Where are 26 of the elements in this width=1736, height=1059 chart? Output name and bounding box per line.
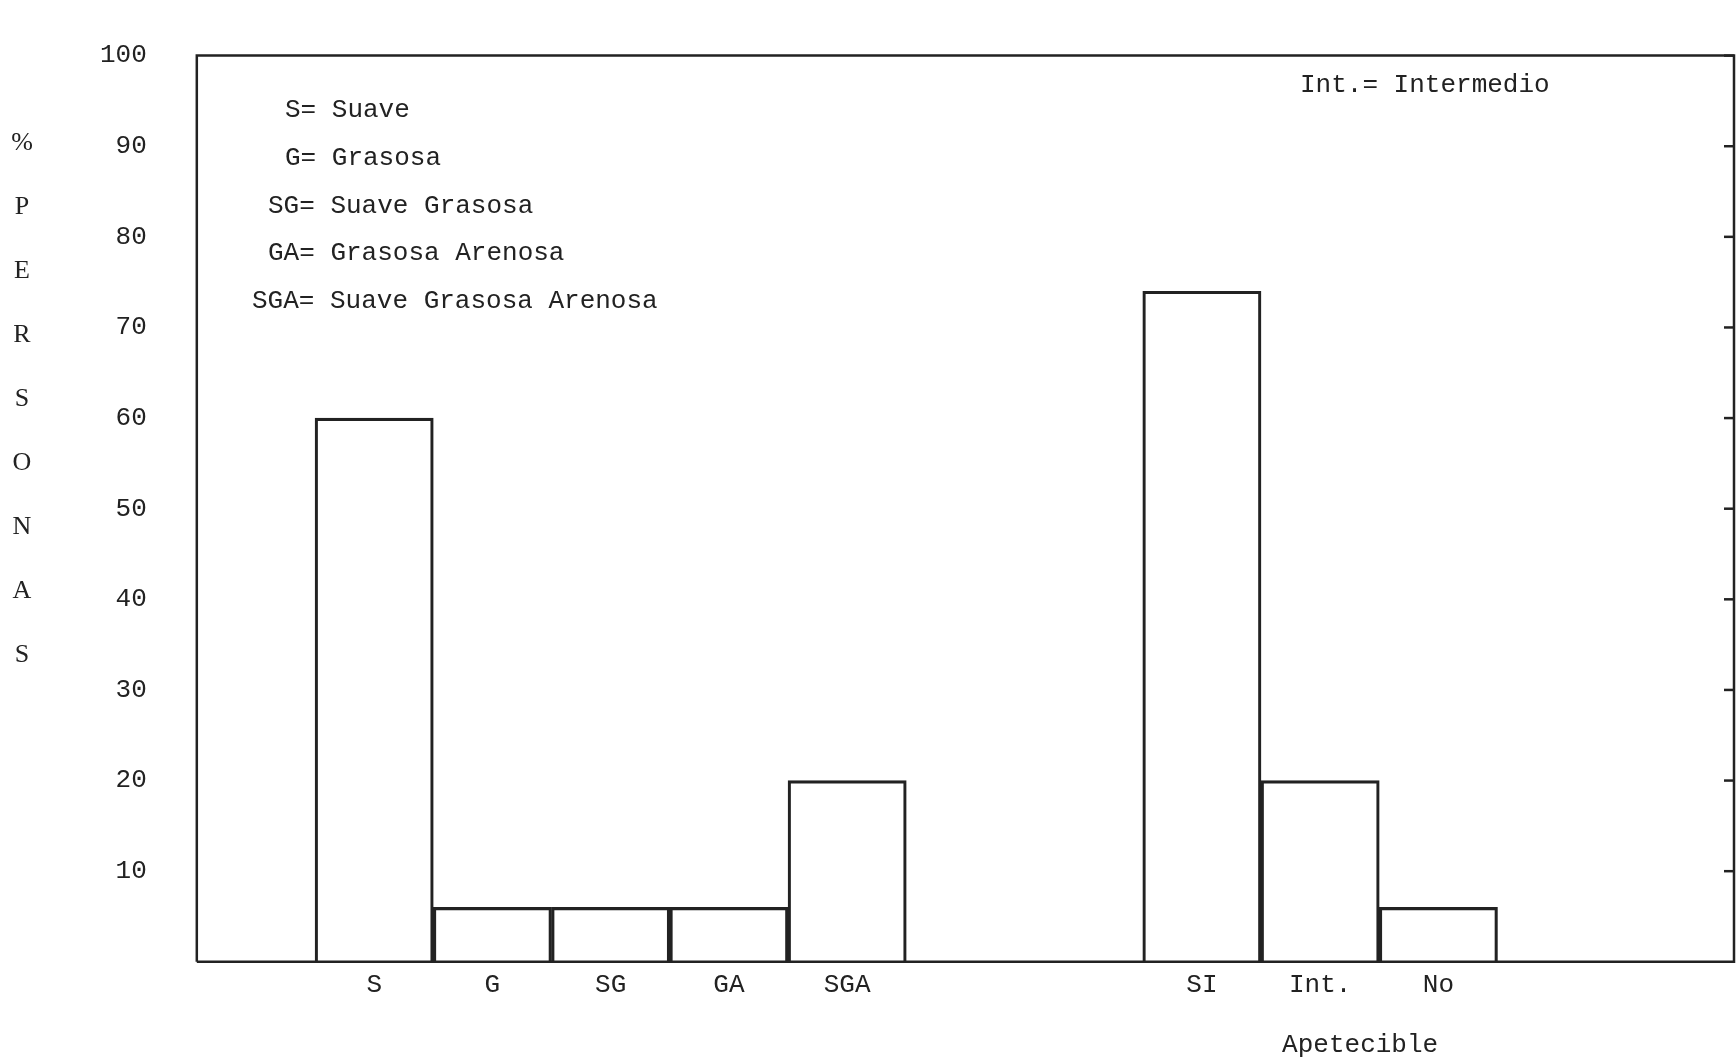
y-tick-label: 20 bbox=[115, 765, 147, 796]
y-tick-label: 30 bbox=[115, 674, 147, 705]
annotation: Int.= Intermedio bbox=[1300, 70, 1550, 100]
x-tick-label: GA bbox=[713, 970, 745, 1001]
y-tick-label: 90 bbox=[115, 131, 147, 162]
annotation: SGA= Suave Grasosa Arenosa bbox=[252, 286, 658, 316]
annotation: SG= Suave Grasosa bbox=[268, 191, 534, 221]
x-tick-label: S bbox=[366, 970, 382, 1001]
x-tick-label: SI bbox=[1186, 970, 1218, 1001]
x-tick-label: G bbox=[484, 970, 501, 1001]
x-tick-label: SG bbox=[595, 970, 627, 1001]
annotation: G= Grasosa bbox=[285, 143, 442, 173]
y-tick-label: 100 bbox=[100, 40, 147, 71]
annotation: GA= Grasosa Arenosa bbox=[268, 238, 565, 268]
y-tick-label: 70 bbox=[115, 312, 147, 343]
x-tick-label: Int. bbox=[1288, 970, 1352, 1001]
y-tick-label: 80 bbox=[115, 221, 147, 252]
x-axis-title: Apetecible bbox=[1282, 1030, 1439, 1059]
annotation: S= Suave bbox=[285, 95, 410, 125]
y-tick-label: 60 bbox=[115, 402, 147, 433]
y-tick-label: 40 bbox=[115, 584, 147, 615]
x-tick-label: SGA bbox=[823, 970, 871, 1001]
x-tick-label: No bbox=[1422, 970, 1454, 1001]
y-tick-label: 50 bbox=[115, 493, 147, 524]
text: % PERSONAS bbox=[11, 127, 33, 668]
y-tick-label: 10 bbox=[115, 856, 147, 887]
